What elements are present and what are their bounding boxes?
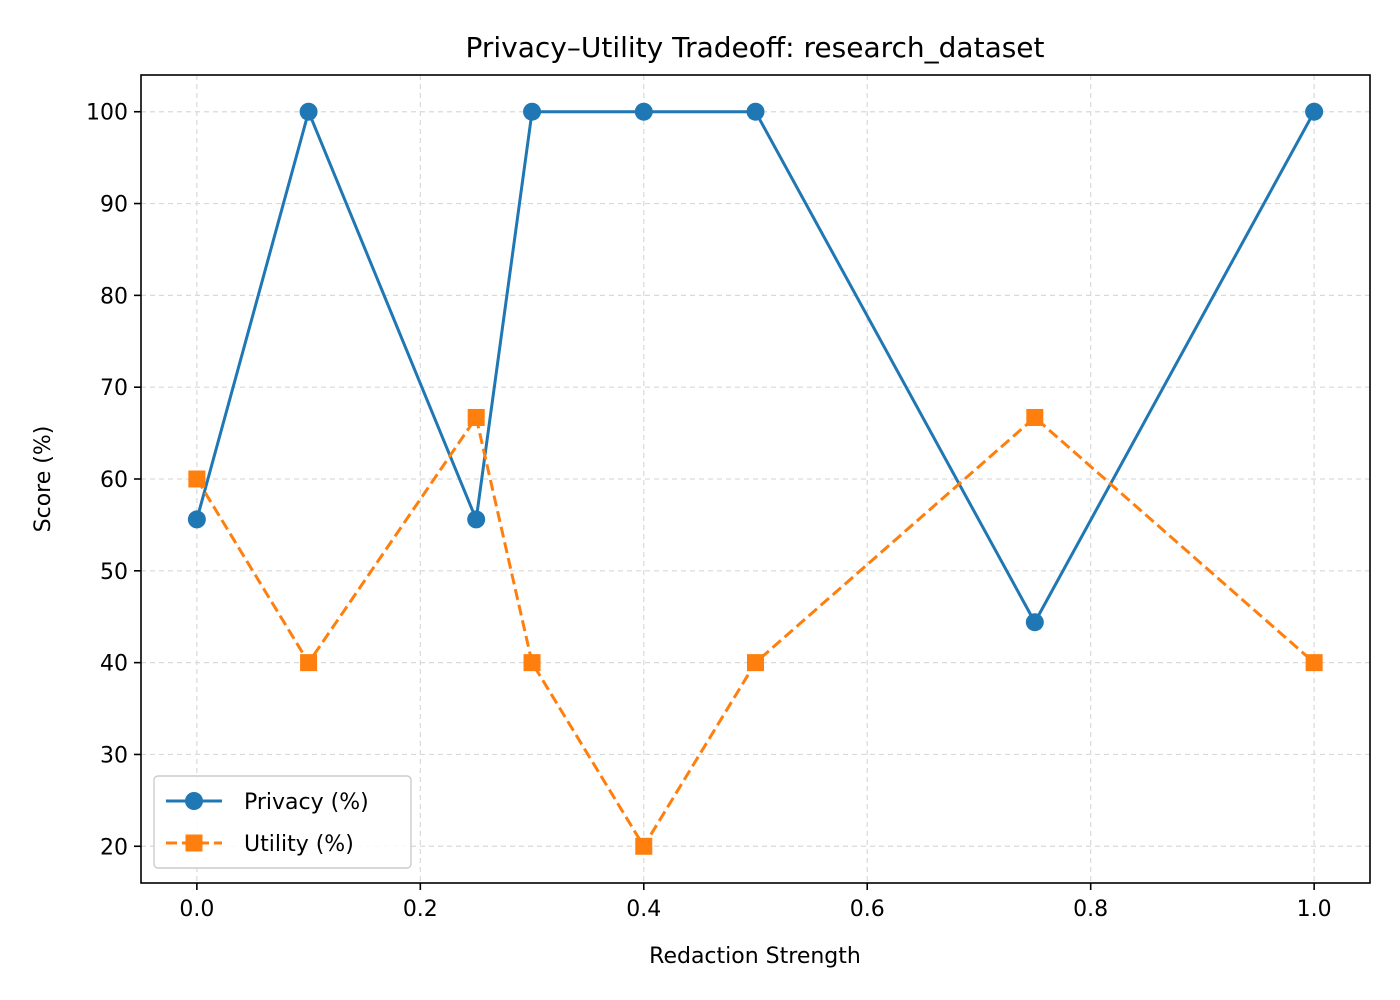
y-tick-label: 20 bbox=[100, 835, 128, 860]
y-tick-label: 90 bbox=[100, 193, 128, 218]
y-tick-label: 50 bbox=[100, 560, 128, 585]
series-layer bbox=[187, 102, 1324, 855]
x-tick-label: 0.2 bbox=[403, 897, 438, 922]
legend-box bbox=[153, 775, 412, 869]
series-line-privacy bbox=[195, 110, 1316, 624]
y-tick-label: 70 bbox=[100, 376, 128, 401]
legend-marker-utility bbox=[185, 834, 203, 852]
x-tick-label: 1.0 bbox=[1297, 897, 1332, 922]
legend-items: Privacy (%) Utility (%) bbox=[166, 790, 369, 857]
data-point-privacy bbox=[746, 102, 765, 121]
y-tick-label: 60 bbox=[100, 468, 128, 493]
data-point-utility bbox=[635, 837, 653, 855]
data-point-utility bbox=[467, 408, 485, 426]
tick-layer: 0.0 0.2 0.4 0.6 0.8 1.0 20 30 40 50 60 70 80 90 100 bbox=[86, 101, 1332, 922]
y-tick-label: 40 bbox=[100, 652, 128, 677]
grid-layer bbox=[141, 75, 1370, 883]
data-point-utility bbox=[1305, 654, 1323, 672]
x-tick-label: 0.8 bbox=[1073, 897, 1108, 922]
y-tick-label: 30 bbox=[100, 743, 128, 768]
legend-marker-privacy bbox=[185, 792, 203, 810]
data-point-privacy bbox=[523, 102, 542, 121]
x-tick-label: 0.0 bbox=[179, 897, 214, 922]
legend-label-privacy: Privacy (%) bbox=[244, 790, 369, 815]
data-point-utility bbox=[188, 470, 206, 488]
y-tick-label: 100 bbox=[86, 101, 128, 126]
data-point-privacy bbox=[634, 102, 653, 121]
legend-label-utility: Utility (%) bbox=[244, 832, 354, 857]
data-point-privacy bbox=[299, 102, 318, 121]
data-point-privacy bbox=[1305, 102, 1324, 121]
data-point-privacy bbox=[1025, 613, 1044, 632]
series-line-utility bbox=[195, 415, 1316, 848]
data-point-utility bbox=[523, 654, 541, 672]
x-tick-label: 0.4 bbox=[626, 897, 661, 922]
x-axis-title: Redaction Strength bbox=[649, 944, 861, 969]
legend: Privacy (%) Utility (%) bbox=[153, 775, 412, 869]
data-point-utility bbox=[747, 654, 764, 672]
chart-title: Privacy–Utility Tradeoff: research_datas… bbox=[465, 31, 1044, 64]
series-utility bbox=[188, 408, 1323, 855]
series-privacy bbox=[187, 102, 1324, 632]
x-tick-label: 0.6 bbox=[850, 897, 885, 922]
data-point-privacy bbox=[187, 510, 206, 529]
y-tick-label: 80 bbox=[100, 284, 128, 309]
data-point-privacy bbox=[467, 510, 486, 529]
data-point-utility bbox=[1026, 408, 1044, 426]
data-point-utility bbox=[300, 654, 318, 672]
y-axis-title: Score (%) bbox=[31, 426, 56, 533]
